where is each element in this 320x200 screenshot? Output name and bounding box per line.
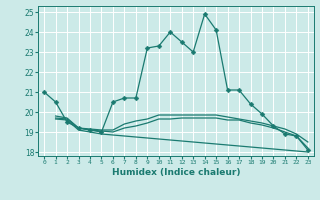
X-axis label: Humidex (Indice chaleur): Humidex (Indice chaleur): [112, 168, 240, 177]
